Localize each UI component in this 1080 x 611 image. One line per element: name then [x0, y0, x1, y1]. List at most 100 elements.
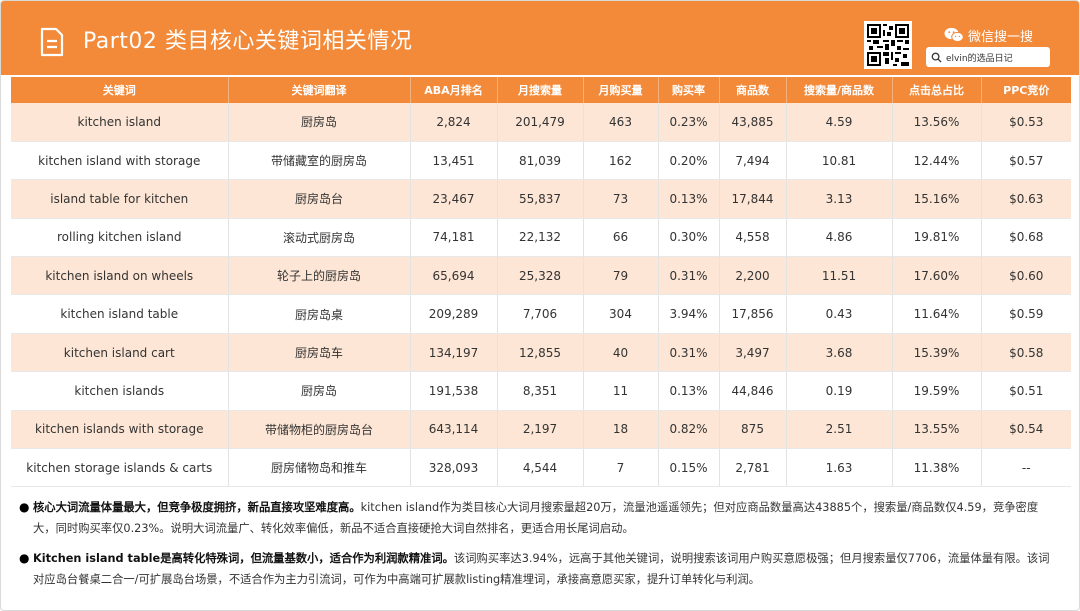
translation-cell: 厨房储物岛和推车 [228, 448, 411, 488]
note-item: ● 核心大词流量体量最大，但竞争极度拥挤，新品直接攻坚难度高。kitchen i… [19, 497, 1059, 539]
keyword-cell: kitchen islands with storage [11, 410, 229, 450]
search-per-product-cell: 0.43 [786, 294, 893, 334]
purchase-rate-cell: 0.13% [658, 179, 720, 219]
monthly-purchase-cell: 11 [583, 371, 659, 411]
search-per-product-cell: 3.13 [786, 179, 893, 219]
search-per-product-cell: 10.81 [786, 141, 893, 181]
column-header-click-share: 点击总占比 [892, 77, 982, 103]
product-count-cell: 44,846 [719, 371, 787, 411]
column-header-aba-rank: ABA月排名 [410, 77, 498, 103]
column-header-monthly-search: 月搜索量 [497, 77, 584, 103]
translation-cell: 带储物柜的厨房岛台 [228, 410, 411, 450]
click-share-cell: 12.44% [892, 141, 982, 181]
purchase-rate-cell: 3.94% [658, 294, 720, 334]
keyword-cell: rolling kitchen island [11, 218, 229, 258]
click-share-cell: 15.16% [892, 179, 982, 219]
note-text: kitchen island作为类目核心大词月搜索量超20万，流量池遥遥领先；但… [33, 501, 1039, 535]
translation-cell: 厨房岛 [228, 371, 411, 411]
ppc-bid-cell: $0.59 [981, 294, 1071, 334]
aba-rank-cell: 209,289 [410, 294, 498, 334]
keyword-cell: island table for kitchen [11, 179, 229, 219]
ppc-bid-cell: $0.51 [981, 371, 1071, 411]
document-icon [40, 27, 64, 57]
product-count-cell: 17,844 [719, 179, 787, 219]
aba-rank-cell: 134,197 [410, 333, 498, 373]
table-row: kitchen storage islands & carts 厨房储物岛和推车 3… [11, 448, 1071, 488]
column-header-search-per-product: 搜索量/商品数 [786, 77, 893, 103]
ppc-bid-cell: -- [981, 448, 1071, 488]
keyword-cell: kitchen island with storage [11, 141, 229, 181]
keyword-cell: kitchen island table [11, 294, 229, 334]
product-count-cell: 43,885 [719, 103, 787, 142]
monthly-search-cell: 12,855 [497, 333, 584, 373]
ppc-bid-cell: $0.68 [981, 218, 1071, 258]
keyword-cell: kitchen island on wheels [11, 256, 229, 296]
ppc-bid-cell: $0.57 [981, 141, 1071, 181]
ppc-bid-cell: $0.60 [981, 256, 1071, 296]
click-share-cell: 11.38% [892, 448, 982, 488]
qr-code [864, 21, 912, 69]
click-share-cell: 13.56% [892, 103, 982, 142]
table-row: island table for kitchen 厨房岛台 23,467 55,837… [11, 179, 1071, 219]
monthly-purchase-cell: 162 [583, 141, 659, 181]
translation-cell: 厨房岛台 [228, 179, 411, 219]
table-row: kitchen islands 厨房岛 191,538 8,351 11 0.13% 44,… [11, 371, 1071, 411]
search-per-product-cell: 4.86 [786, 218, 893, 258]
monthly-purchase-cell: 79 [583, 256, 659, 296]
product-count-cell: 3,497 [719, 333, 787, 373]
ppc-bid-cell: $0.53 [981, 103, 1071, 142]
header-banner: Part02 类目核心关键词相关情况 [1, 1, 1079, 75]
analysis-notes: ● 核心大词流量体量最大，但竞争极度拥挤，新品直接攻坚难度高。kitchen i… [19, 497, 1059, 599]
search-per-product-cell: 3.68 [786, 333, 893, 373]
aba-rank-cell: 13,451 [410, 141, 498, 181]
search-per-product-cell: 2.51 [786, 410, 893, 450]
table-row: kitchen island table 厨房岛桌 209,289 7,706 304 3… [11, 294, 1071, 334]
ppc-bid-cell: $0.63 [981, 179, 1071, 219]
monthly-search-cell: 201,479 [497, 103, 584, 142]
wechat-icon [944, 27, 964, 43]
search-per-product-cell: 11.51 [786, 256, 893, 296]
table-row: rolling kitchen island 滚动式厨房岛 74,181 22,132… [11, 218, 1071, 258]
product-count-cell: 17,856 [719, 294, 787, 334]
keyword-cell: kitchen island [11, 103, 229, 142]
column-header-product-count: 商品数 [719, 77, 787, 103]
purchase-rate-cell: 0.31% [658, 333, 720, 373]
keyword-table: 关键词 关键词翻译 ABA月排名 月搜索量 月购买量 购买率 商品数 搜索量/商… [11, 77, 1071, 488]
column-header-ppc-bid: PPC竞价 [981, 77, 1071, 103]
aba-rank-cell: 191,538 [410, 371, 498, 411]
translation-cell: 轮子上的厨房岛 [228, 256, 411, 296]
monthly-search-cell: 7,706 [497, 294, 584, 334]
bullet-icon: ● [19, 500, 30, 514]
click-share-cell: 13.55% [892, 410, 982, 450]
note-bold-text: 核心大词流量体量最大，但竞争极度拥挤，新品直接攻坚难度高。 [33, 501, 361, 514]
bullet-icon: ● [19, 551, 30, 565]
click-share-cell: 19.59% [892, 371, 982, 411]
monthly-purchase-cell: 463 [583, 103, 659, 142]
search-input-value: elvin的选品日记 [946, 53, 1013, 64]
aba-rank-cell: 65,694 [410, 256, 498, 296]
table-row: kitchen island cart 厨房岛车 134,197 12,855 40 0.… [11, 333, 1071, 373]
monthly-search-cell: 55,837 [497, 179, 584, 219]
search-per-product-cell: 4.59 [786, 103, 893, 142]
column-header-keyword: 关键词 [11, 77, 229, 103]
click-share-cell: 17.60% [892, 256, 982, 296]
search-input[interactable]: elvin的选品日记 [926, 47, 1050, 67]
aba-rank-cell: 643,114 [410, 410, 498, 450]
product-count-cell: 7,494 [719, 141, 787, 181]
product-count-cell: 875 [719, 410, 787, 450]
monthly-search-cell: 8,351 [497, 371, 584, 411]
ppc-bid-cell: $0.54 [981, 410, 1071, 450]
purchase-rate-cell: 0.82% [658, 410, 720, 450]
note-text: 该词购买率达3.94%，远高于其他关键词，说明搜索该词用户购买意愿极强；但月搜索… [33, 552, 1050, 586]
product-count-cell: 4,558 [719, 218, 787, 258]
aba-rank-cell: 328,093 [410, 448, 498, 488]
search-per-product-cell: 0.19 [786, 371, 893, 411]
translation-cell: 厨房岛车 [228, 333, 411, 373]
purchase-rate-cell: 0.13% [658, 371, 720, 411]
monthly-search-cell: 2,197 [497, 410, 584, 450]
purchase-rate-cell: 0.23% [658, 103, 720, 142]
page-title: Part02 类目核心关键词相关情况 [83, 29, 413, 54]
monthly-purchase-cell: 18 [583, 410, 659, 450]
aba-rank-cell: 74,181 [410, 218, 498, 258]
column-header-translation: 关键词翻译 [228, 77, 411, 103]
